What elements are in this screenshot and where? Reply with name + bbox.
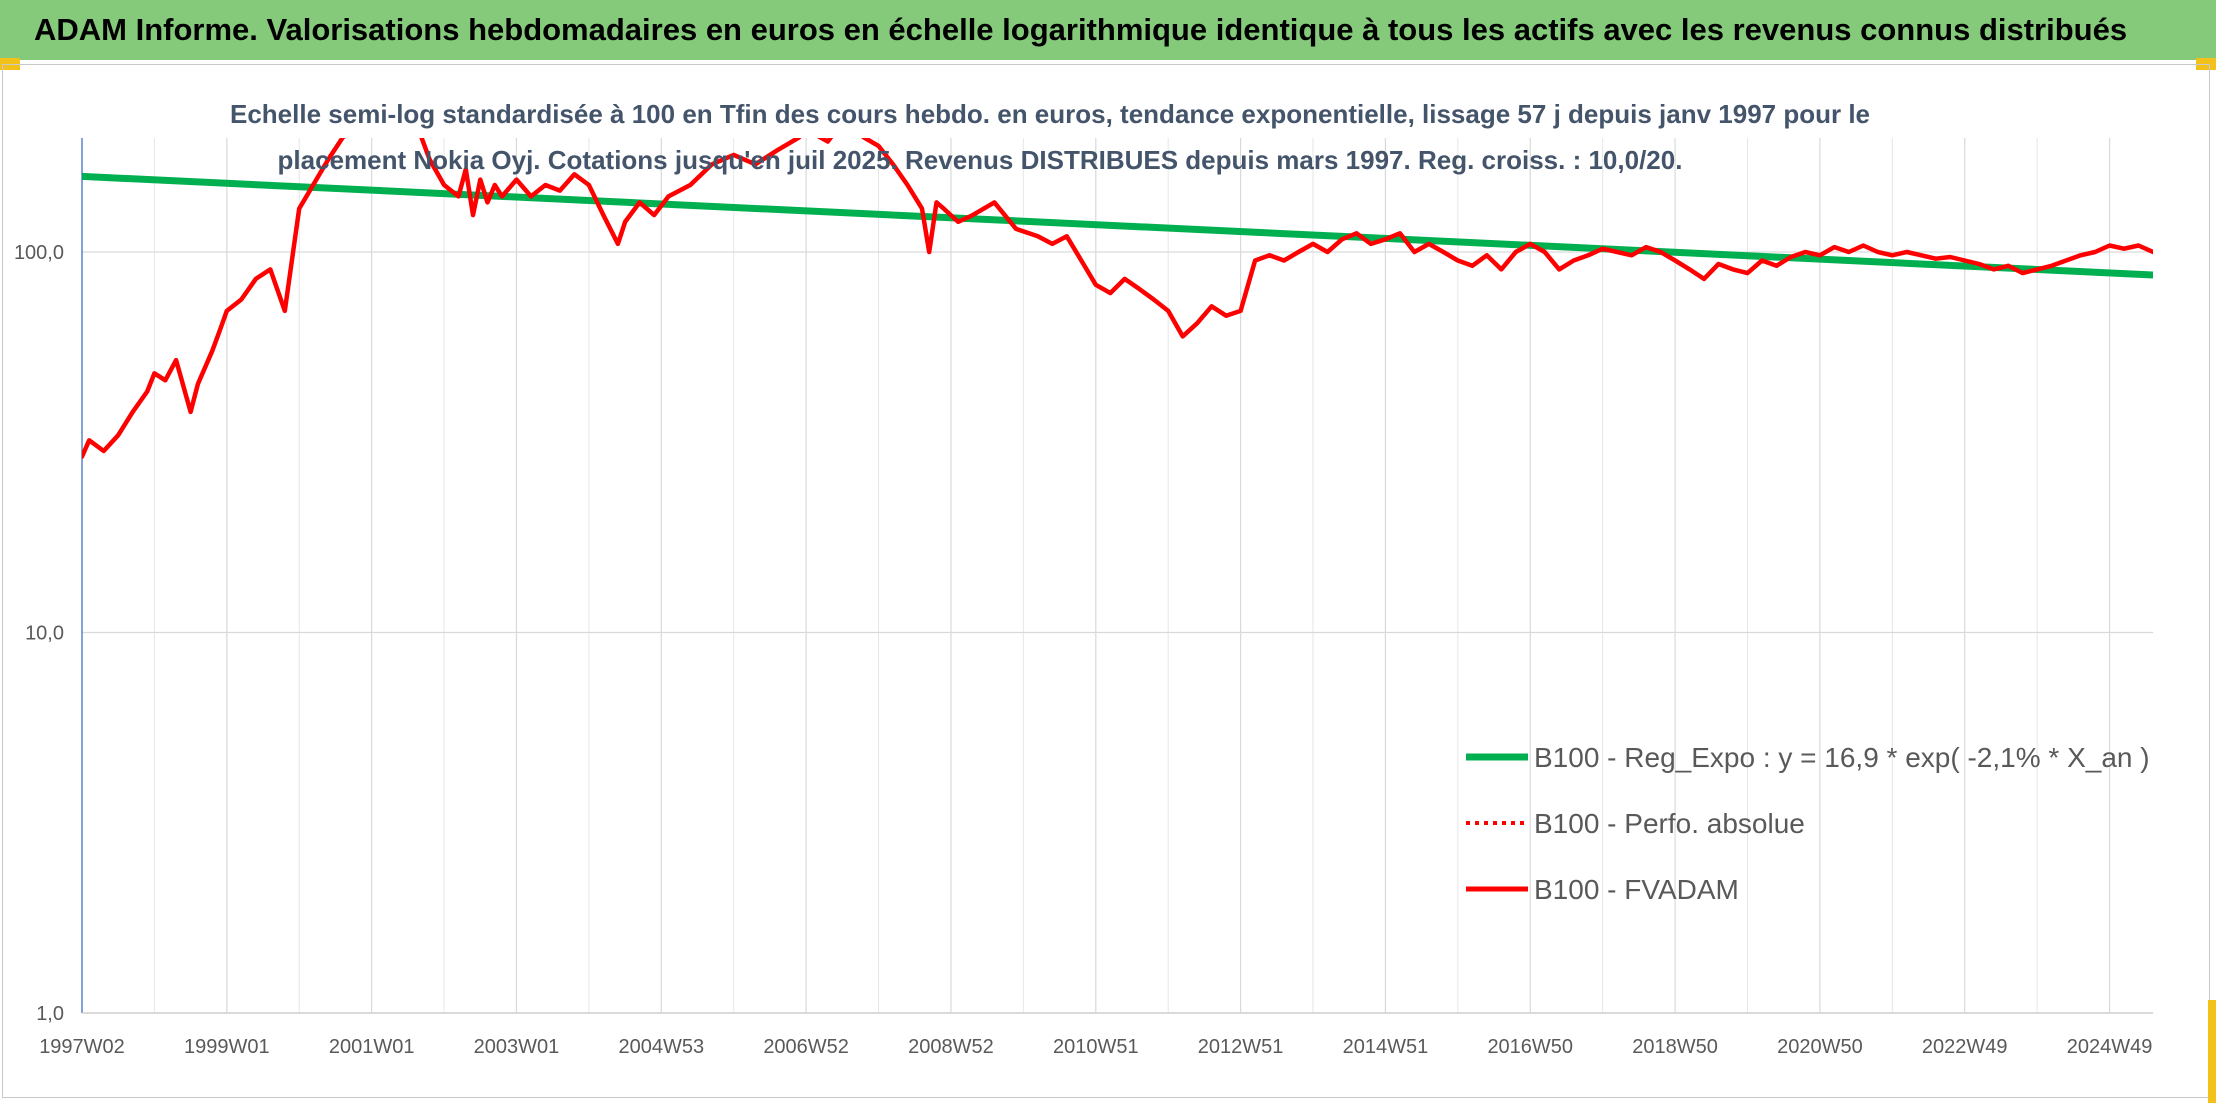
chart-frame	[2, 64, 2210, 1098]
legend: B100 - Reg_Expo : y = 16,9 * exp( -2,1% …	[1466, 742, 2150, 905]
y-tick-labels: 1,0 10,0 100,0	[14, 242, 64, 1025]
x-tick-label: 2003W01	[474, 1036, 560, 1058]
x-tick-label: 2008W52	[908, 1036, 994, 1058]
x-tick-label: 2018W50	[1632, 1036, 1718, 1058]
chart-subtitle-line-1: Echelle semi-log standardisée à 100 en T…	[230, 99, 1871, 129]
report-title-banner: ADAM Informe. Valorisations hebdomadaire…	[0, 0, 2216, 60]
chart-subtitle-line-2: placement Nokia Oyj. Cotations jusqu'en …	[277, 145, 1683, 175]
x-tick-label: 2016W50	[1487, 1036, 1573, 1058]
x-tick-label: 2004W53	[618, 1036, 704, 1058]
legend-label: B100 - Reg_Expo : y = 16,9 * exp( -2,1% …	[1534, 742, 2150, 773]
x-tick-label: 2020W50	[1777, 1036, 1863, 1058]
series-line-reg-expo	[82, 172, 2153, 279]
x-tick-label: 2014W51	[1343, 1036, 1429, 1058]
horizontal-gridlines	[82, 251, 2153, 1014]
y-tick-label: 100,0	[14, 242, 64, 264]
x-tick-label: 1999W01	[184, 1036, 270, 1058]
legend-label: B100 - Perfo. absolue	[1534, 808, 1805, 839]
x-tick-label: 2001W01	[329, 1036, 415, 1058]
x-tick-label: 2006W52	[763, 1036, 849, 1058]
vertical-gridlines	[81, 138, 2111, 1013]
x-tick-label: 2010W51	[1053, 1036, 1139, 1058]
legend-label: B100 - FVADAM	[1534, 874, 1739, 905]
y-tick-label: 1,0	[36, 1003, 64, 1025]
series-layer	[82, 138, 2153, 459]
x-tick-labels: 1997W02 1999W01 2001W01 2003W01 2004W53 2006W…	[39, 1036, 2152, 1058]
x-tick-label: 2012W51	[1198, 1036, 1284, 1058]
series-line-fvadam	[82, 138, 2153, 459]
x-tick-label: 1997W02	[39, 1036, 125, 1058]
edge-marker-right	[2208, 1000, 2216, 1103]
x-tick-label: 2022W49	[1922, 1036, 2008, 1058]
y-tick-label: 10,0	[25, 623, 64, 645]
x-tick-label: 2024W49	[2067, 1036, 2153, 1058]
